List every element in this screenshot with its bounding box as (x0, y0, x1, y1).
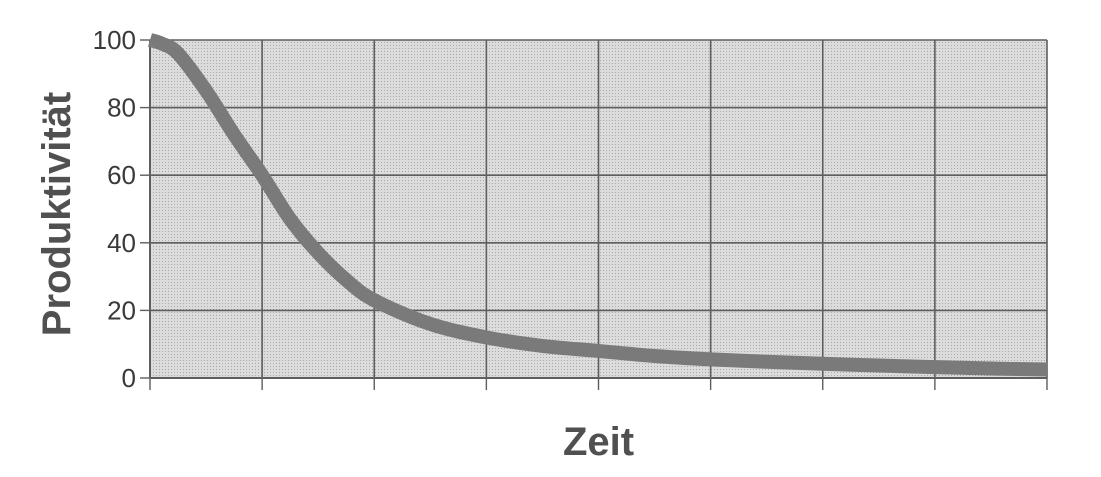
y-tick-label-80: 80 (107, 93, 136, 123)
y-tick-label-40: 40 (107, 228, 136, 258)
y-tick-label-60: 60 (107, 160, 136, 190)
grid-lines (149, 39, 1048, 379)
y-tick-label-20: 20 (107, 295, 136, 325)
series-line-0 (147, 33, 1048, 377)
y-tick-label-100: 100 (93, 25, 136, 55)
y-axis-title: Produktivität (35, 92, 79, 336)
y-tick-label-0: 0 (122, 363, 136, 393)
axes (140, 39, 1048, 390)
tick-labels: 0 20 40 60 80 100 (93, 25, 136, 393)
series-layer (147, 33, 1048, 377)
x-axis-title: Zeit (563, 420, 634, 464)
